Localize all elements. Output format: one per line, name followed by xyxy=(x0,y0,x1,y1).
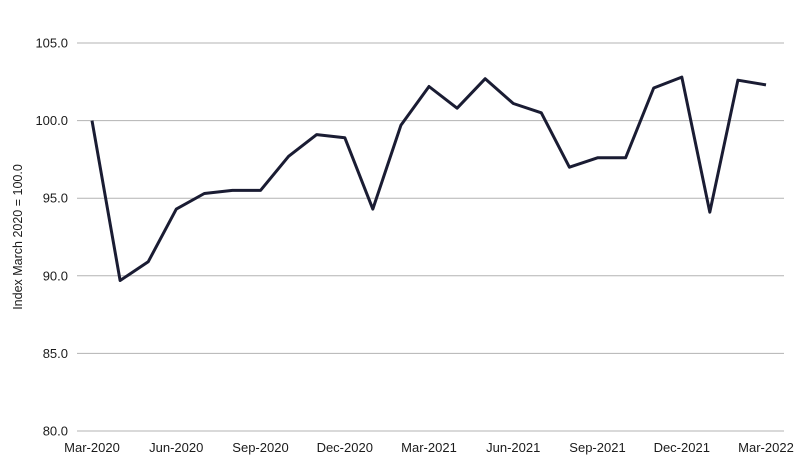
y-tick-label: 105.0 xyxy=(35,36,68,51)
gridlines-group xyxy=(77,42,784,432)
y-tick-label: 80.0 xyxy=(43,424,68,439)
y-tick-label: 85.0 xyxy=(43,346,68,361)
x-tick-label: Mar-2022 xyxy=(738,440,794,455)
x-tick-labels-group: Mar-2020 Jun-2020 Sep-2020 Dec-2020 Mar-2021… xyxy=(64,440,794,455)
y-tick-labels-group: 105.0 100.0 95.0 90.0 85.0 80.0 xyxy=(35,36,68,439)
x-tick-label: Mar-2021 xyxy=(401,440,457,455)
x-tick-label: Dec-2021 xyxy=(654,440,710,455)
y-axis-title: Index March 2020 = 100.0 xyxy=(11,164,25,310)
index-line-series xyxy=(90,75,767,282)
y-tick-label: 90.0 xyxy=(43,268,68,283)
x-tick-label: Mar-2020 xyxy=(64,440,120,455)
x-tick-label: Sep-2021 xyxy=(569,440,625,455)
x-tick-label: Jun-2020 xyxy=(149,440,203,455)
x-tick-label: Sep-2020 xyxy=(232,440,288,455)
x-tick-label: Dec-2020 xyxy=(317,440,373,455)
y-tick-label: 100.0 xyxy=(35,113,68,128)
y-tick-label: 95.0 xyxy=(43,191,68,206)
x-tick-label: Jun-2021 xyxy=(486,440,540,455)
